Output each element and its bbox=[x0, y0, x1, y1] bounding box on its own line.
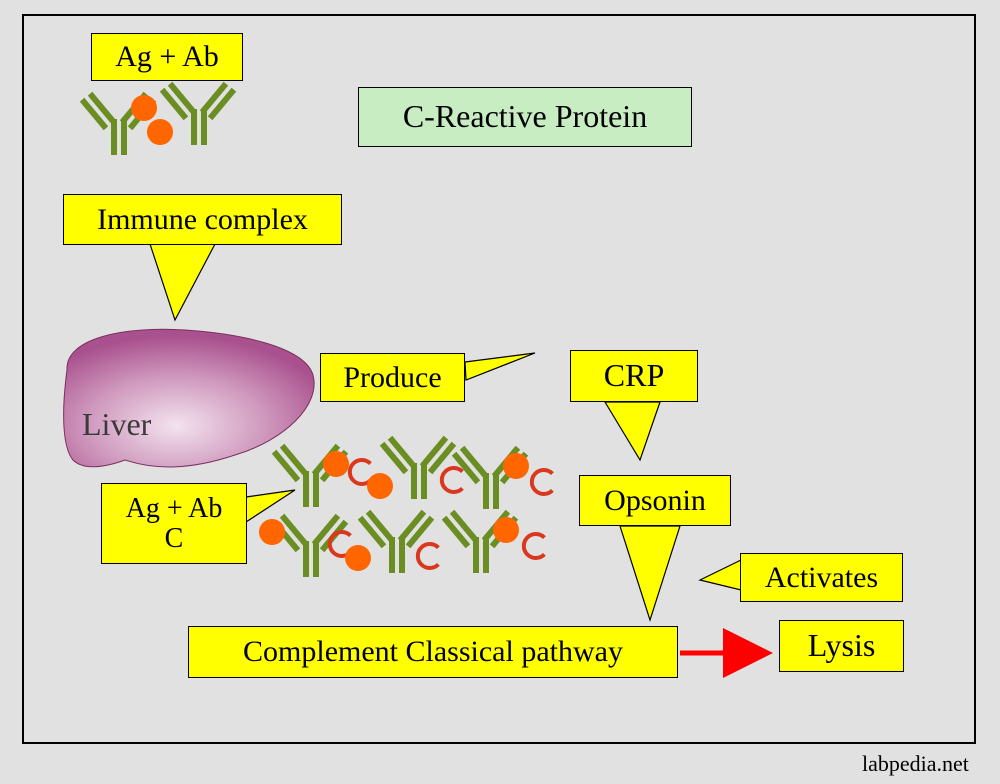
diagram-canvas: Liver C-Reactive Protein Ag + Ab Immune … bbox=[0, 0, 1000, 784]
attribution: labpedia.net bbox=[862, 751, 969, 777]
antibody-icons bbox=[0, 0, 1000, 784]
